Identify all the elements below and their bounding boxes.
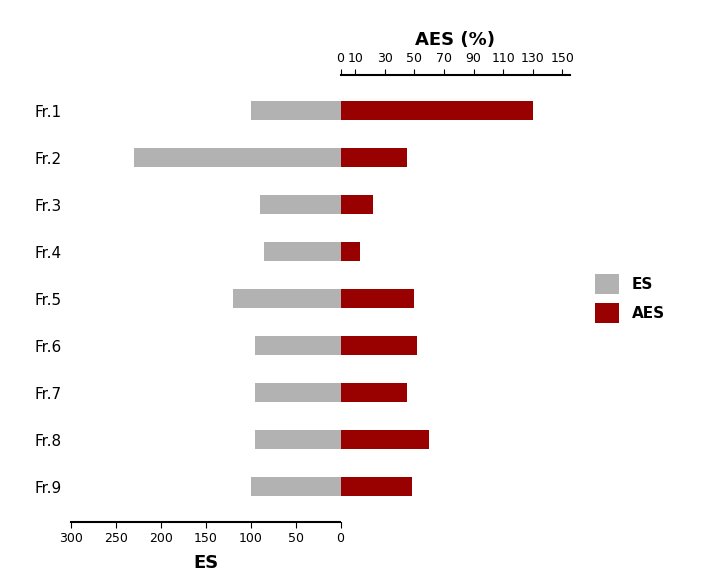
Title: AES (%): AES (%) [415,31,495,49]
Bar [251,102,340,120]
Bar [251,477,340,496]
Bar [340,477,412,496]
Bar [256,383,340,402]
Bar [340,242,360,261]
Bar [340,336,417,355]
Bar [340,148,407,167]
Legend: ES, AES: ES, AES [589,269,671,329]
Bar [134,148,340,167]
Bar [340,195,373,214]
Bar [340,289,414,308]
Bar [264,242,340,261]
Bar [233,289,340,308]
X-axis label: ES: ES [193,554,219,572]
Bar [340,430,429,449]
Bar [260,195,340,214]
Bar [340,383,407,402]
Bar [256,336,340,355]
Bar [256,430,340,449]
Bar [340,102,533,120]
